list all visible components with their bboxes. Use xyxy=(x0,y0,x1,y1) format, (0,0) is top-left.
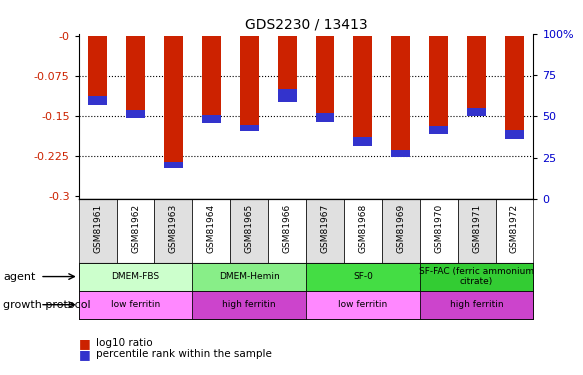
Bar xyxy=(353,137,373,146)
Bar xyxy=(240,124,259,131)
Bar xyxy=(278,89,297,102)
Text: DMEM-FBS: DMEM-FBS xyxy=(111,272,160,281)
Bar xyxy=(202,36,221,123)
Text: GSM81968: GSM81968 xyxy=(359,204,367,253)
Bar xyxy=(429,36,448,134)
Title: GDS2230 / 13413: GDS2230 / 13413 xyxy=(245,17,367,31)
Bar xyxy=(240,36,259,131)
Text: GSM81970: GSM81970 xyxy=(434,204,443,253)
Text: DMEM-Hemin: DMEM-Hemin xyxy=(219,272,280,281)
Bar xyxy=(79,199,117,262)
Bar xyxy=(126,36,145,118)
Bar xyxy=(192,262,306,291)
Text: high ferritin: high ferritin xyxy=(223,300,276,309)
Text: GSM81971: GSM81971 xyxy=(472,204,481,253)
Bar xyxy=(458,199,496,262)
Text: low ferritin: low ferritin xyxy=(338,300,388,309)
Bar xyxy=(230,199,268,262)
Text: growth protocol: growth protocol xyxy=(3,300,90,310)
Bar xyxy=(192,291,306,319)
Bar xyxy=(202,115,221,123)
Text: high ferritin: high ferritin xyxy=(450,300,503,309)
Text: GSM81961: GSM81961 xyxy=(93,204,102,253)
Bar xyxy=(420,262,533,291)
Text: SF-FAC (ferric ammonium
citrate): SF-FAC (ferric ammonium citrate) xyxy=(419,267,534,286)
Text: GSM81966: GSM81966 xyxy=(283,204,292,253)
Text: SF-0: SF-0 xyxy=(353,272,373,281)
Text: ■: ■ xyxy=(79,348,90,361)
Text: low ferritin: low ferritin xyxy=(111,300,160,309)
Bar xyxy=(164,162,183,168)
Text: GSM81972: GSM81972 xyxy=(510,204,519,253)
Bar xyxy=(278,36,297,102)
Bar xyxy=(420,291,533,319)
Text: ■: ■ xyxy=(79,337,90,350)
Bar xyxy=(353,36,373,146)
Bar xyxy=(117,199,154,262)
Bar xyxy=(192,199,230,262)
Text: GSM81965: GSM81965 xyxy=(245,204,254,253)
Bar xyxy=(306,199,344,262)
Bar xyxy=(467,36,486,116)
Bar xyxy=(268,199,306,262)
Text: log10 ratio: log10 ratio xyxy=(96,338,153,348)
Bar xyxy=(420,199,458,262)
Bar xyxy=(391,36,410,157)
Bar xyxy=(344,199,382,262)
Text: percentile rank within the sample: percentile rank within the sample xyxy=(96,350,272,359)
Bar xyxy=(315,113,335,122)
Bar xyxy=(88,36,107,105)
Bar xyxy=(79,291,192,319)
Text: GSM81963: GSM81963 xyxy=(169,204,178,253)
Text: agent: agent xyxy=(3,272,36,282)
Bar xyxy=(391,150,410,157)
Bar xyxy=(382,199,420,262)
Text: GSM81967: GSM81967 xyxy=(321,204,329,253)
Bar xyxy=(505,36,524,139)
Bar xyxy=(429,126,448,134)
Bar xyxy=(315,36,335,122)
Bar xyxy=(164,36,183,168)
Bar xyxy=(306,291,420,319)
Bar xyxy=(88,96,107,105)
Bar xyxy=(505,130,524,139)
Bar xyxy=(496,199,533,262)
Bar xyxy=(79,262,192,291)
Bar xyxy=(126,110,145,118)
Text: GSM81964: GSM81964 xyxy=(207,204,216,253)
Bar xyxy=(306,262,420,291)
Bar xyxy=(154,199,192,262)
Text: GSM81969: GSM81969 xyxy=(396,204,405,253)
Bar xyxy=(467,108,486,116)
Text: GSM81962: GSM81962 xyxy=(131,204,140,253)
